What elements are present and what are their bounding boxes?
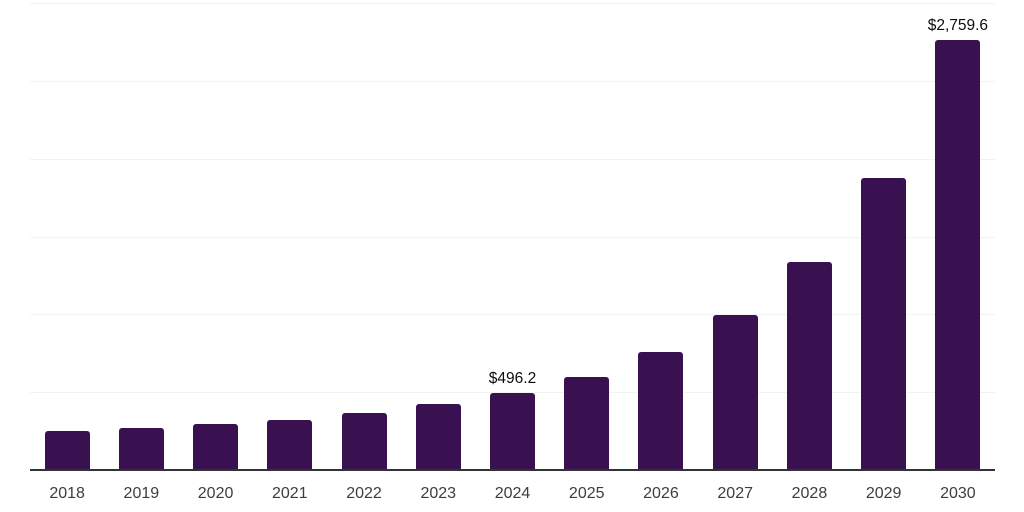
bar-2019 — [118, 427, 164, 469]
x-tick-label-2019: 2019 — [123, 485, 160, 502]
gridline — [30, 3, 995, 4]
bar-2023 — [415, 404, 461, 469]
gridline — [30, 159, 995, 160]
bar-2028 — [786, 261, 832, 469]
bar-2029 — [861, 178, 907, 469]
bar-2020 — [193, 423, 239, 469]
x-tick-label-2025: 2025 — [568, 485, 605, 502]
bar-2021 — [267, 419, 313, 469]
x-tick-label-2027: 2027 — [717, 485, 753, 502]
x-tick-label-2026: 2026 — [643, 485, 679, 502]
x-axis-line — [30, 469, 995, 471]
gridline — [30, 81, 995, 82]
x-tick-label-2021: 2021 — [272, 485, 308, 502]
bar-value-label-2030: $2,759.6 — [927, 17, 989, 35]
bar-2022 — [341, 413, 387, 469]
gridline — [30, 314, 995, 315]
bar-2025 — [564, 376, 610, 469]
x-tick-label-2022: 2022 — [346, 485, 382, 502]
x-tick-label-2024: 2024 — [494, 485, 531, 502]
gridline — [30, 237, 995, 238]
bar-2027 — [712, 315, 758, 469]
x-tick-label-2020: 2020 — [197, 485, 234, 502]
bar-2030 — [935, 40, 981, 469]
x-tick-label-2018: 2018 — [49, 485, 85, 502]
x-tick-label-2030: 2030 — [940, 485, 976, 502]
bar-2026 — [638, 352, 684, 469]
bar-2018 — [44, 431, 90, 469]
x-tick-label-2028: 2028 — [791, 485, 828, 502]
bar-2024 — [490, 392, 535, 469]
x-tick-label-2023: 2023 — [420, 485, 457, 502]
x-tick-label-2029: 2029 — [865, 485, 902, 502]
bar-value-label-2024: $496.2 — [488, 369, 537, 387]
